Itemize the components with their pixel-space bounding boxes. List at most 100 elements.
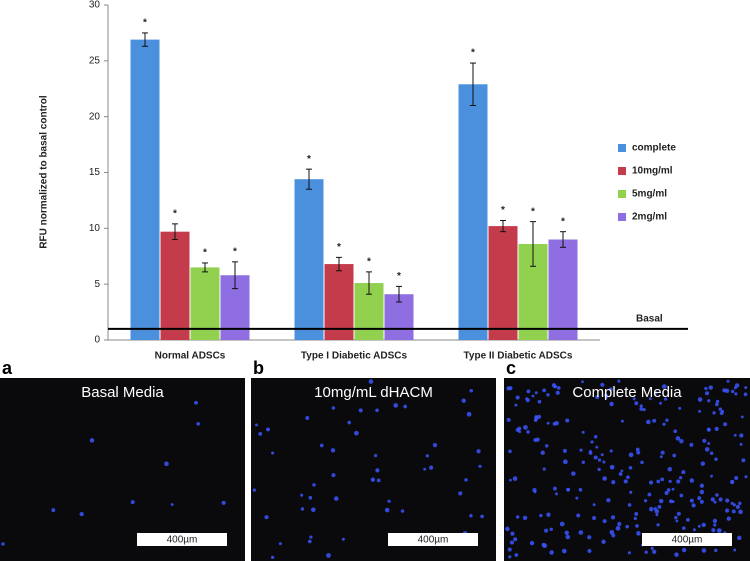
nucleus	[221, 500, 226, 505]
nucleus	[300, 507, 305, 511]
nucleus	[725, 498, 730, 503]
nucleus	[634, 512, 639, 516]
nucleus	[266, 427, 270, 432]
nucleus	[513, 537, 518, 542]
nucleus	[537, 399, 542, 404]
nucleus	[506, 417, 511, 422]
nucleus	[600, 453, 604, 457]
nucleus	[587, 548, 592, 554]
nucleus	[731, 509, 736, 514]
nucleus	[661, 384, 667, 389]
nucleus	[354, 430, 359, 436]
nucleus	[659, 455, 663, 459]
error-bar	[142, 32, 148, 47]
nucleus	[648, 397, 652, 401]
nucleus	[666, 488, 671, 492]
significance-mark: *	[367, 257, 371, 268]
nucleus	[668, 479, 672, 483]
y-tick-label: 15	[89, 167, 101, 178]
nucleus	[552, 421, 557, 426]
nucleus	[591, 515, 597, 521]
nucleus	[509, 540, 515, 545]
nucleus	[738, 509, 743, 515]
nucleus	[581, 430, 585, 434]
legend-label: 5mg/ml	[632, 189, 667, 200]
nucleus	[636, 531, 641, 536]
nucleus	[469, 514, 473, 518]
nucleus	[699, 489, 705, 495]
nucleus	[609, 401, 614, 407]
nucleus	[604, 393, 608, 397]
nucleus	[740, 415, 744, 419]
nucleus	[555, 390, 560, 395]
nucleus	[711, 528, 716, 533]
nucleus	[679, 438, 684, 444]
error-bar	[172, 223, 178, 240]
nucleus	[672, 453, 677, 458]
basal-label: Basal	[636, 313, 663, 324]
nucleus	[730, 501, 734, 505]
panel-caption: Basal Media	[81, 384, 164, 401]
nucleus	[741, 458, 746, 463]
nucleus	[255, 423, 258, 427]
nucleus	[532, 488, 537, 493]
nucleus	[713, 523, 717, 527]
nucleus	[710, 474, 713, 478]
nucleus	[681, 470, 686, 475]
nucleus	[681, 547, 687, 553]
nucleus	[731, 389, 735, 394]
nucleus	[478, 464, 482, 468]
nucleus	[508, 555, 512, 559]
significance-mark: *	[501, 205, 505, 216]
nucleus	[264, 515, 269, 520]
nucleus	[678, 406, 682, 410]
nucleus	[673, 429, 678, 434]
error-bar	[470, 62, 476, 106]
nucleus	[565, 534, 571, 540]
nucleus	[675, 519, 679, 523]
nucleus	[578, 487, 583, 492]
nucleus	[326, 553, 331, 558]
nucleus	[464, 478, 468, 482]
nucleus	[526, 430, 530, 434]
nucleus	[164, 461, 169, 467]
bar	[294, 179, 324, 340]
nucleus	[517, 426, 522, 431]
nucleus	[615, 525, 621, 531]
y-tick-label: 10	[89, 223, 101, 234]
nucleus	[305, 416, 310, 420]
nucleus	[667, 466, 673, 472]
nucleus	[546, 512, 551, 517]
nucleus	[258, 431, 263, 436]
nucleus	[526, 389, 531, 394]
nucleus	[610, 515, 616, 520]
nucleus	[739, 442, 743, 446]
nucleus	[689, 498, 694, 503]
nucleus	[561, 548, 567, 554]
nucleus	[606, 498, 611, 503]
nucleus	[714, 402, 719, 407]
nucleus	[79, 511, 84, 517]
significance-mark: *	[337, 242, 341, 253]
nucleus	[725, 508, 730, 513]
nucleus	[575, 496, 579, 500]
nucleus	[679, 493, 684, 498]
y-tick-label: 0	[94, 335, 100, 346]
nucleus	[647, 492, 652, 497]
nucleus	[716, 528, 722, 533]
nucleus	[718, 497, 723, 502]
nucleus	[508, 449, 512, 454]
nucleus	[425, 454, 429, 458]
nucleus	[514, 553, 519, 557]
bar	[488, 226, 518, 340]
nucleus	[733, 386, 737, 390]
nucleus	[549, 527, 553, 532]
nucleus	[617, 379, 621, 383]
nucleus	[628, 466, 633, 470]
nucleus	[642, 407, 646, 412]
scale-bar	[137, 533, 227, 546]
nucleus	[51, 508, 56, 513]
nucleus	[676, 479, 681, 484]
nucleus	[709, 451, 714, 455]
